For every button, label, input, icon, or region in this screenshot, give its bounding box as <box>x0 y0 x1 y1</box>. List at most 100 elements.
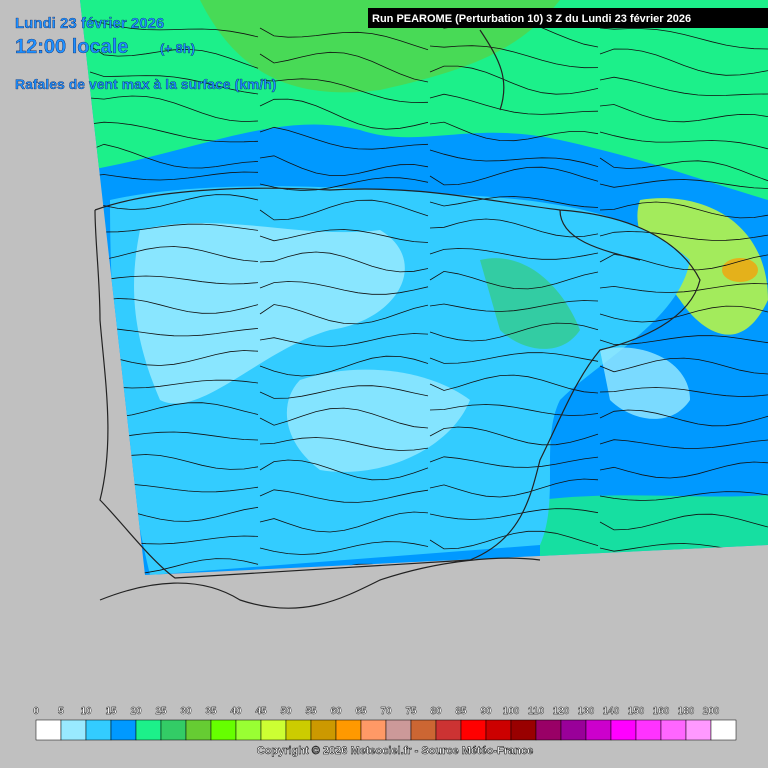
streamline <box>599 387 768 397</box>
legend-swatch <box>310 719 337 741</box>
legend-label: 120 <box>553 706 570 717</box>
run-info: Run PEAROME (Perturbation 10) 3 Z du Lun… <box>372 13 691 25</box>
streamline <box>89 194 259 210</box>
land-field-high <box>480 258 580 349</box>
time: 12:00 locale <box>15 36 128 58</box>
streamline <box>599 283 768 293</box>
lead-time: (+ 8h) <box>160 41 195 56</box>
legend-label: 30 <box>180 706 192 717</box>
streamline <box>599 305 768 323</box>
legend-swatch <box>460 719 487 741</box>
streamline <box>429 196 599 208</box>
legend-label: 110 <box>528 706 545 717</box>
streamline <box>429 218 599 238</box>
streamline <box>429 300 599 312</box>
streamline <box>429 149 599 167</box>
streamline <box>89 223 259 233</box>
streamline <box>259 51 429 83</box>
legend-label: 90 <box>480 706 492 717</box>
streamline <box>599 201 768 219</box>
streamline <box>599 76 768 97</box>
streamline <box>429 374 599 394</box>
legend-swatch <box>110 719 137 741</box>
streamline <box>429 121 599 142</box>
streamline <box>599 157 768 182</box>
streamline <box>89 327 259 337</box>
legend-swatch <box>285 719 312 741</box>
legend-swatch <box>235 719 262 741</box>
legend-label: 80 <box>430 706 442 717</box>
streamline <box>89 171 259 181</box>
legend-label: 130 <box>578 706 595 717</box>
streamline <box>429 270 599 290</box>
legend-label: 35 <box>205 706 217 717</box>
streamline <box>259 333 429 347</box>
streamline <box>89 71 259 95</box>
legend-swatch <box>35 719 62 741</box>
streamline <box>429 404 599 416</box>
legend-swatch <box>260 719 287 741</box>
legend-label: 5 <box>58 706 64 717</box>
legend-label: 150 <box>628 706 645 717</box>
copyright: Copyright © 2026 Meteociel.fr - Source M… <box>257 745 533 757</box>
legend-label: 60 <box>330 706 342 717</box>
streamline <box>259 511 429 533</box>
streamline <box>89 275 259 285</box>
streamline <box>89 45 259 69</box>
streamline <box>599 409 768 427</box>
streamline <box>259 385 429 399</box>
legend-swatch <box>410 719 437 741</box>
legend-swatch <box>60 719 87 741</box>
streamline <box>89 143 259 169</box>
legend-label: 20 <box>130 706 142 717</box>
streamline <box>259 155 429 176</box>
model-domain <box>80 0 768 575</box>
streamline <box>429 248 599 260</box>
field-high <box>540 495 768 560</box>
streamline <box>89 95 259 123</box>
legend-swatch <box>685 719 712 741</box>
legend-label: 55 <box>305 706 317 717</box>
legend-label: 25 <box>155 706 167 717</box>
streamline <box>599 357 768 375</box>
streamline <box>259 229 429 243</box>
streamline <box>259 459 429 481</box>
legend-swatch <box>185 719 212 741</box>
streamline <box>429 65 599 95</box>
legend-swatch <box>535 719 562 741</box>
streamline <box>259 541 429 555</box>
streamline <box>599 131 768 150</box>
streamline <box>599 27 768 50</box>
streamline <box>429 426 599 446</box>
streamline <box>259 78 429 104</box>
field-high <box>637 198 768 335</box>
streamline <box>259 126 429 150</box>
streamline <box>429 508 599 520</box>
legend-label: 70 <box>380 706 392 717</box>
legend-swatch <box>160 719 187 741</box>
streamline <box>259 489 429 503</box>
legend-swatch <box>585 719 612 741</box>
streamline <box>429 530 599 550</box>
legend-swatch <box>560 719 587 741</box>
legend-swatch <box>660 719 687 741</box>
color-legend: 0 5 10 15 20 25 30 35 40 45 50 55 60 65 70 75 80 85 90 100 1… <box>33 706 737 741</box>
sea-field-low <box>600 347 690 419</box>
run-banner <box>368 8 768 28</box>
streamline <box>599 104 768 123</box>
legend-label: 140 <box>603 706 620 717</box>
streamline <box>429 322 599 342</box>
legend-swatch <box>710 719 737 741</box>
legend-label: 65 <box>355 706 367 717</box>
streamline <box>259 177 429 191</box>
streamline <box>599 335 768 345</box>
streamline <box>599 461 768 479</box>
streamline <box>259 281 429 295</box>
streamline <box>259 27 429 51</box>
streamline <box>89 298 259 314</box>
legend-swatch <box>435 719 462 741</box>
streamline <box>599 491 768 501</box>
streamline <box>429 93 599 115</box>
legend-swatch <box>85 719 112 741</box>
